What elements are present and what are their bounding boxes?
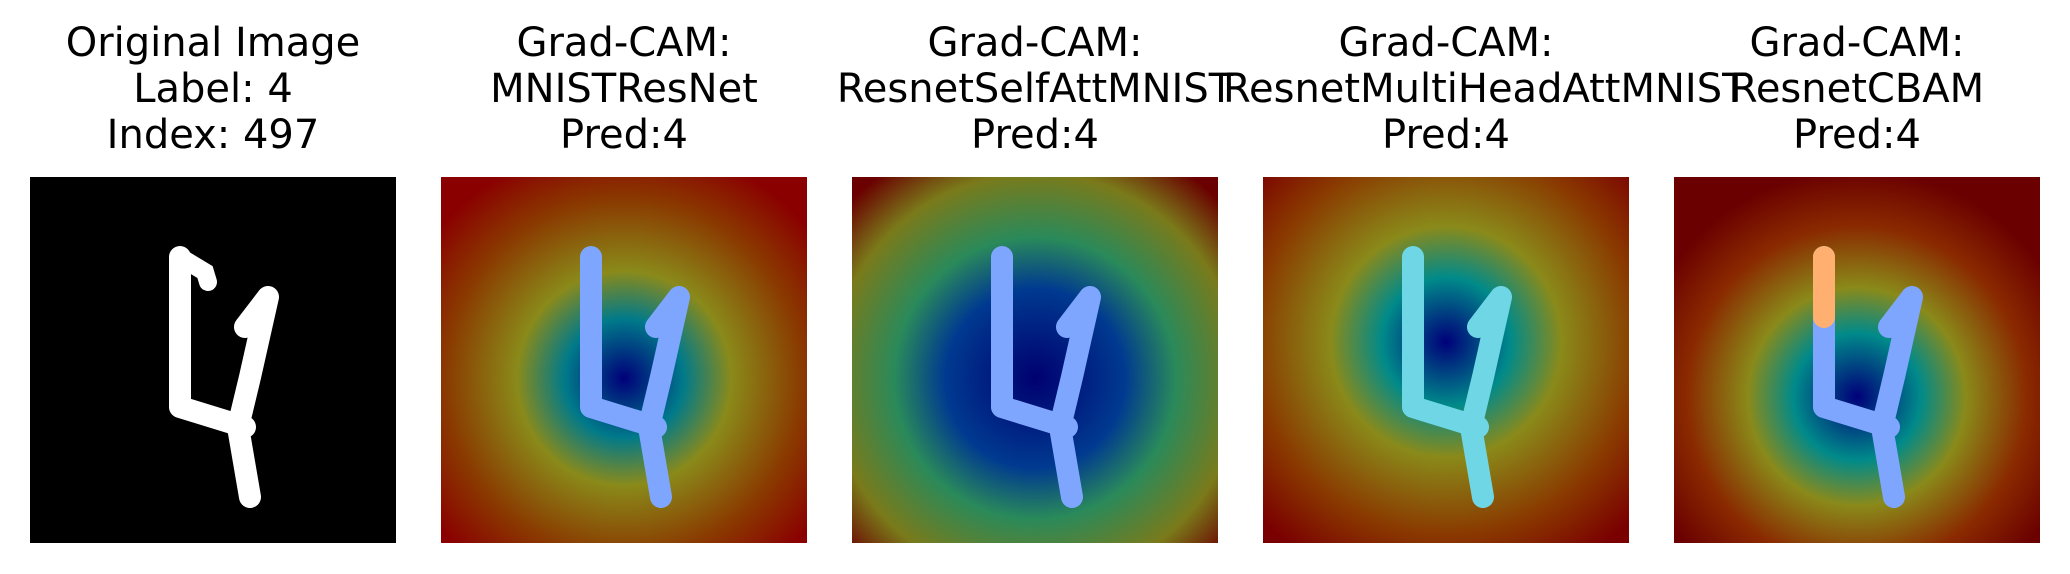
panel-title: Grad-CAM: MNISTResNet Pred:4 — [401, 20, 847, 158]
title-line: Grad-CAM: — [927, 20, 1143, 66]
panel-gradcam-mnistresnet: Grad-CAM: MNISTResNet Pred:4 — [441, 0, 807, 574]
panel-gradcam-resnetmultiheadattmnist: Grad-CAM: ResnetMultiHeadAttMNIST Pred:4 — [1223, 0, 1747, 574]
title-line: Index: 497 — [106, 112, 320, 158]
gradcam-overlay-image — [1674, 177, 2040, 543]
title-line: ResnetSelfAttMNIST — [836, 66, 1234, 112]
title-line: Pred:4 — [560, 112, 688, 158]
title-line: Original Image — [65, 20, 361, 66]
title-line: Grad-CAM: — [1338, 20, 1554, 66]
digit-image — [30, 177, 396, 543]
title-line: MNISTResNet — [490, 66, 758, 112]
panel-title: Grad-CAM: ResnetMultiHeadAttMNIST Pred:4 — [1223, 20, 1747, 158]
panel-title: Grad-CAM: ResnetSelfAttMNIST Pred:4 — [812, 20, 1258, 158]
title-line: Grad-CAM: — [516, 20, 732, 66]
gradcam-overlay-image — [1263, 177, 1629, 543]
title-line: Pred:4 — [971, 112, 1099, 158]
gradcam-overlay-image — [441, 177, 807, 543]
panel-original: Original Image Label: 4 Index: 497 — [30, 0, 396, 574]
title-line: Grad-CAM: — [1749, 20, 1965, 66]
panel-title: Grad-CAM: ResnetCBAM Pred:4 — [1634, 20, 2070, 158]
title-line: Label: 4 — [133, 66, 293, 112]
gradcam-overlay-image — [852, 177, 1218, 543]
title-line: ResnetMultiHeadAttMNIST — [1223, 66, 1747, 112]
title-line: Pred:4 — [1382, 112, 1510, 158]
panel-gradcam-resnetcbam: Grad-CAM: ResnetCBAM Pred:4 — [1674, 0, 2040, 574]
title-line: ResnetCBAM — [1729, 66, 1985, 112]
title-line: Pred:4 — [1793, 112, 1921, 158]
panel-title: Original Image Label: 4 Index: 497 — [0, 20, 436, 158]
panel-gradcam-resnetselfattmnist: Grad-CAM: ResnetSelfAttMNIST Pred:4 — [837, 0, 1233, 574]
